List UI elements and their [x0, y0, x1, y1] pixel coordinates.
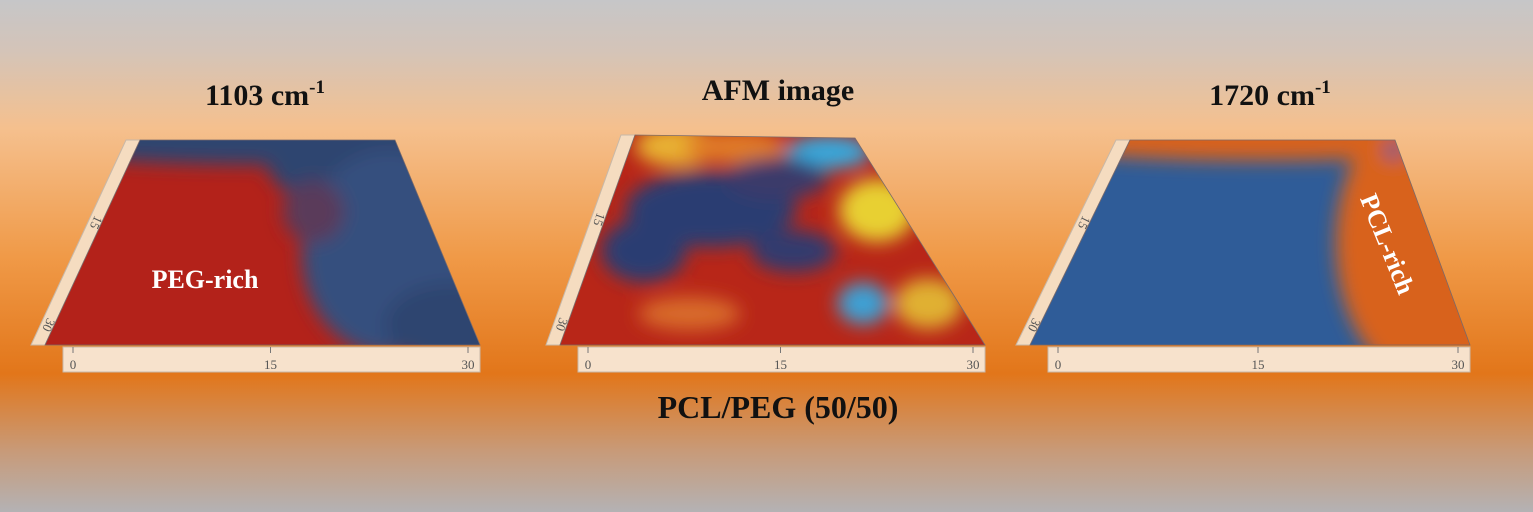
base-axis [1047, 346, 1471, 373]
map-region [725, 157, 828, 200]
title-text: 1103 cm [205, 79, 309, 112]
y-tick-label: 15 [87, 214, 106, 232]
x-tick-label: 0 [70, 357, 77, 372]
map-region [283, 181, 344, 243]
x-tick-label: 30 [1452, 357, 1465, 372]
map-edge [1029, 139, 1471, 346]
map-image [45, 140, 480, 345]
panel-title: 1103 cm-1 [205, 77, 325, 112]
map-blobs [45, 140, 480, 345]
x-tick-label: 0 [585, 357, 592, 372]
x-tick-label: 0 [1055, 357, 1062, 372]
y-tick-label: 15 [590, 211, 608, 228]
map-region [894, 278, 963, 329]
title-text: 1720 cm [1209, 79, 1315, 112]
map-image [560, 135, 985, 345]
y-tick-label: 15 [1075, 214, 1094, 232]
map-region [601, 219, 687, 283]
map-edge [559, 134, 986, 346]
map-region [786, 135, 872, 169]
x-tick-label: 30 [967, 357, 980, 372]
map-edge [44, 139, 481, 346]
x-tick-label: 15 [264, 357, 277, 372]
title-superscript: -1 [1315, 77, 1331, 98]
y-tick-label: 30 [39, 316, 58, 334]
y-tick-label: 30 [1025, 316, 1044, 334]
map-region [385, 283, 480, 345]
title-superscript: -1 [309, 77, 325, 98]
map-region [750, 230, 836, 273]
panel-title: 1720 cm-1 [1209, 77, 1331, 112]
base-axis [577, 346, 986, 373]
map-region [837, 282, 889, 325]
base-axis [62, 346, 481, 373]
panel-title: AFM image [702, 74, 854, 107]
caption: PCL/PEG (50/50) [658, 389, 899, 425]
map-region [683, 135, 786, 164]
x-tick-label: 15 [774, 357, 787, 372]
x-tick-label: 15 [1252, 357, 1265, 372]
title-text: AFM image [702, 74, 854, 107]
y-tick-label: 30 [553, 316, 571, 333]
region-label: PEG-rich [152, 265, 259, 294]
x-tick-label: 30 [462, 357, 475, 372]
map-region [638, 296, 741, 331]
map-blobs [601, 135, 963, 331]
